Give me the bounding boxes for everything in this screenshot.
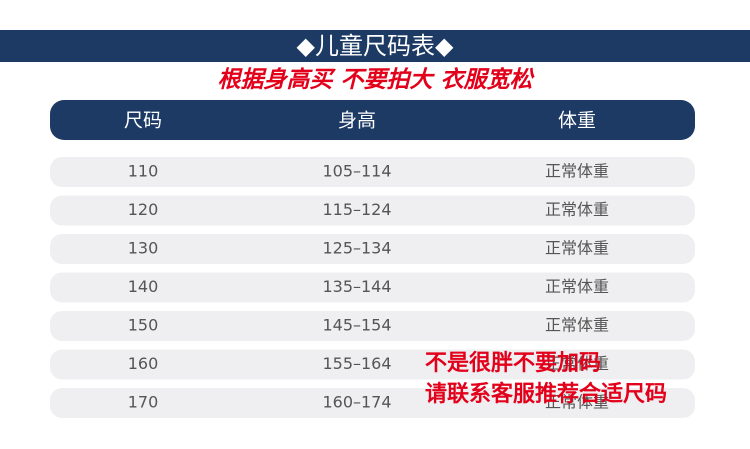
column-header: 身高 <box>338 110 376 132</box>
note-line: 请联系客服推荐合适尺码 <box>425 381 667 407</box>
cell: 正常体重 <box>545 316 609 335</box>
cell: 160–174 <box>322 393 391 412</box>
title-banner <box>0 30 750 62</box>
cell: 145–154 <box>322 316 391 335</box>
column-header: 体重 <box>558 110 596 132</box>
cell: 135–144 <box>322 277 391 296</box>
subtitle: 根据身高买 不要拍大 衣服宽松 <box>217 66 535 93</box>
table-row <box>50 157 695 187</box>
cell: 正常体重 <box>545 200 609 219</box>
table-row <box>50 349 695 380</box>
cell: 120 <box>128 200 159 219</box>
cell: 正常体重 <box>545 277 609 296</box>
column-header: 尺码 <box>124 110 162 132</box>
title: ◆儿童尺码表◆ <box>297 32 454 60</box>
cell: 正常体重 <box>545 393 609 412</box>
cell: 170 <box>128 393 159 412</box>
table-row <box>50 311 695 341</box>
cell: 125–134 <box>322 239 391 258</box>
cell: 110 <box>128 162 159 181</box>
table-row <box>50 234 695 264</box>
table-row <box>50 272 695 303</box>
table-row <box>50 195 695 226</box>
cell: 正常体重 <box>545 239 609 258</box>
cell: 150 <box>128 316 159 335</box>
cell: 160 <box>128 354 159 373</box>
header-row <box>50 100 695 140</box>
cell: 正常体重 <box>545 354 609 373</box>
table-row <box>50 388 695 418</box>
cell: 130 <box>128 239 159 258</box>
cell: 115–124 <box>322 200 391 219</box>
cell: 105–114 <box>322 162 391 181</box>
cell: 140 <box>128 277 159 296</box>
note-line: 不是很胖不要加码 <box>425 350 601 376</box>
cell: 正常体重 <box>545 162 609 181</box>
cell: 155–164 <box>322 354 391 373</box>
